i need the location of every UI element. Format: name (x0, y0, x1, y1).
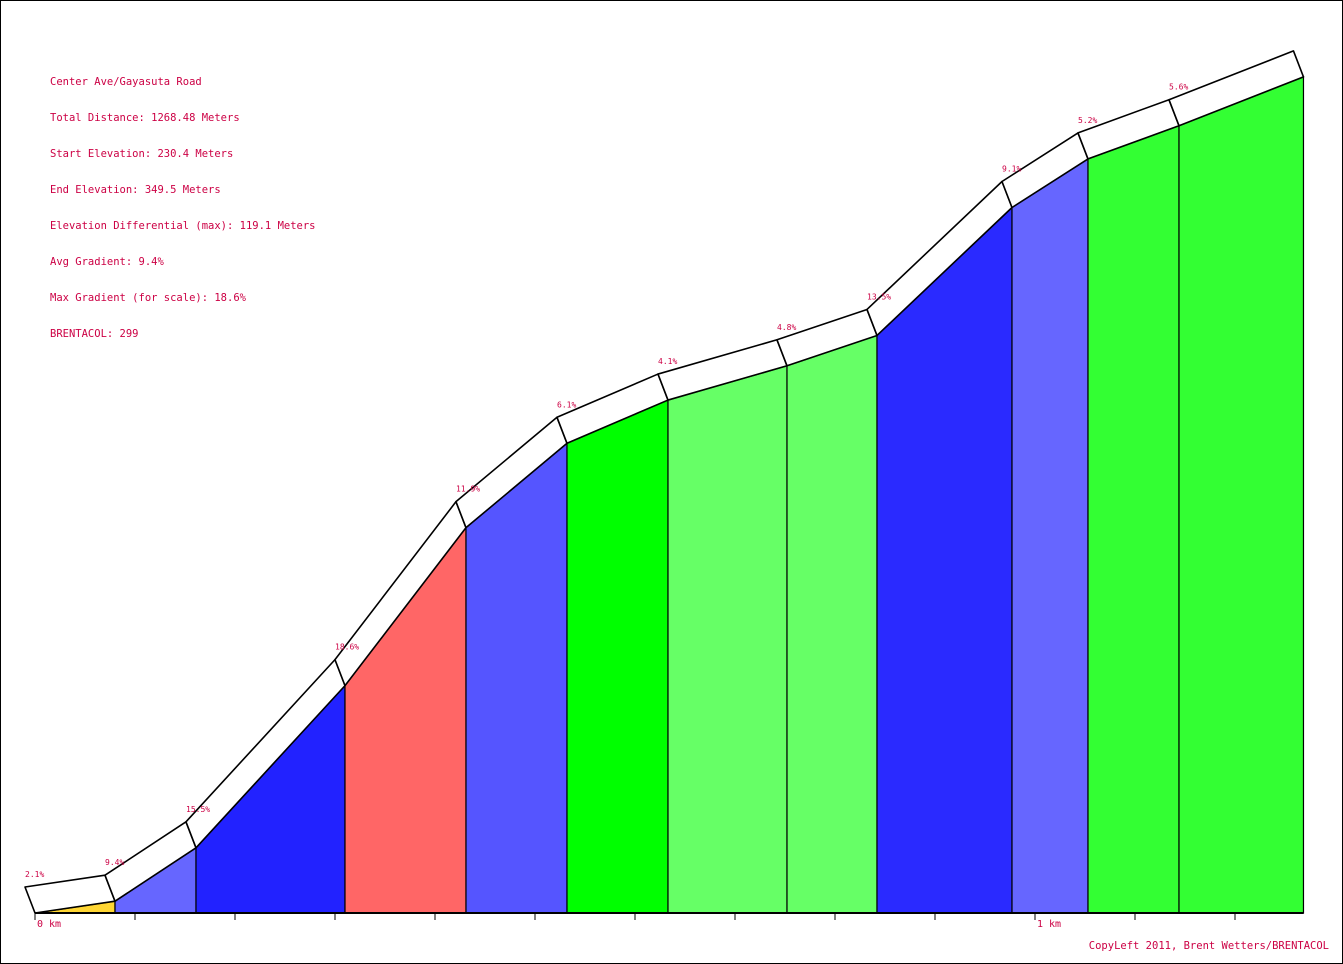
gradient-band (667, 364, 788, 914)
gradient-band (566, 399, 669, 914)
gradient-label: 5.6% (1169, 83, 1188, 92)
elevation-differential-text: Elevation Differential (max): 119.1 Mete… (50, 220, 316, 232)
x-tick-label: 0 km (37, 919, 61, 930)
gradient-label: 18.6% (335, 643, 359, 652)
total-distance-text: Total Distance: 1268.48 Meters (50, 112, 240, 124)
ribbon-face (1168, 50, 1305, 127)
gradient-label: 9.4% (105, 858, 124, 867)
gradient-label: 9.1% (1002, 164, 1021, 173)
gradient-bands (34, 76, 1305, 914)
gradient-label: 5.2% (1078, 116, 1097, 125)
gradient-labels: 2.1% 9.4% 15.5% 18.6% 11.9% 6.1% 4.1% 4.8% 13.5%… (25, 83, 1188, 879)
start-elevation-text: Start Elevation: 230.4 Meters (50, 148, 234, 160)
brentacol-score-text: BRENTACOL: 299 (50, 328, 139, 340)
profile-ribbon (24, 50, 1305, 914)
end-elevation-text: End Elevation: 349.5 Meters (50, 184, 221, 196)
gradient-band (786, 334, 878, 914)
gradient-label: 13.5% (867, 292, 891, 301)
x-tick-label: 1 km (1037, 919, 1061, 930)
gradient-label: 2.1% (25, 870, 44, 879)
avg-gradient-text: Avg Gradient: 9.4% (50, 256, 164, 268)
max-gradient-text: Max Gradient (for scale): 18.6% (50, 292, 246, 304)
gradient-label: 11.9% (456, 485, 480, 494)
gradient-label: 4.8% (777, 323, 796, 332)
gradient-label: 4.1% (658, 357, 677, 366)
gradient-band (1087, 124, 1180, 914)
route-title: Center Ave/Gayasuta Road (50, 76, 202, 88)
gradient-label: 15.5% (186, 805, 210, 814)
copyleft-credit: CopyLeft 2011, Brent Wetters/BRENTACOL (1088, 940, 1329, 952)
gradient-band (1011, 157, 1089, 914)
gradient-label: 6.1% (557, 400, 576, 409)
profile-info-panel: Center Ave/Gayasuta Road Total Distance:… (50, 52, 316, 364)
gradient-band (1178, 76, 1305, 914)
x-axis: 0 km 1 km (34, 912, 1304, 930)
